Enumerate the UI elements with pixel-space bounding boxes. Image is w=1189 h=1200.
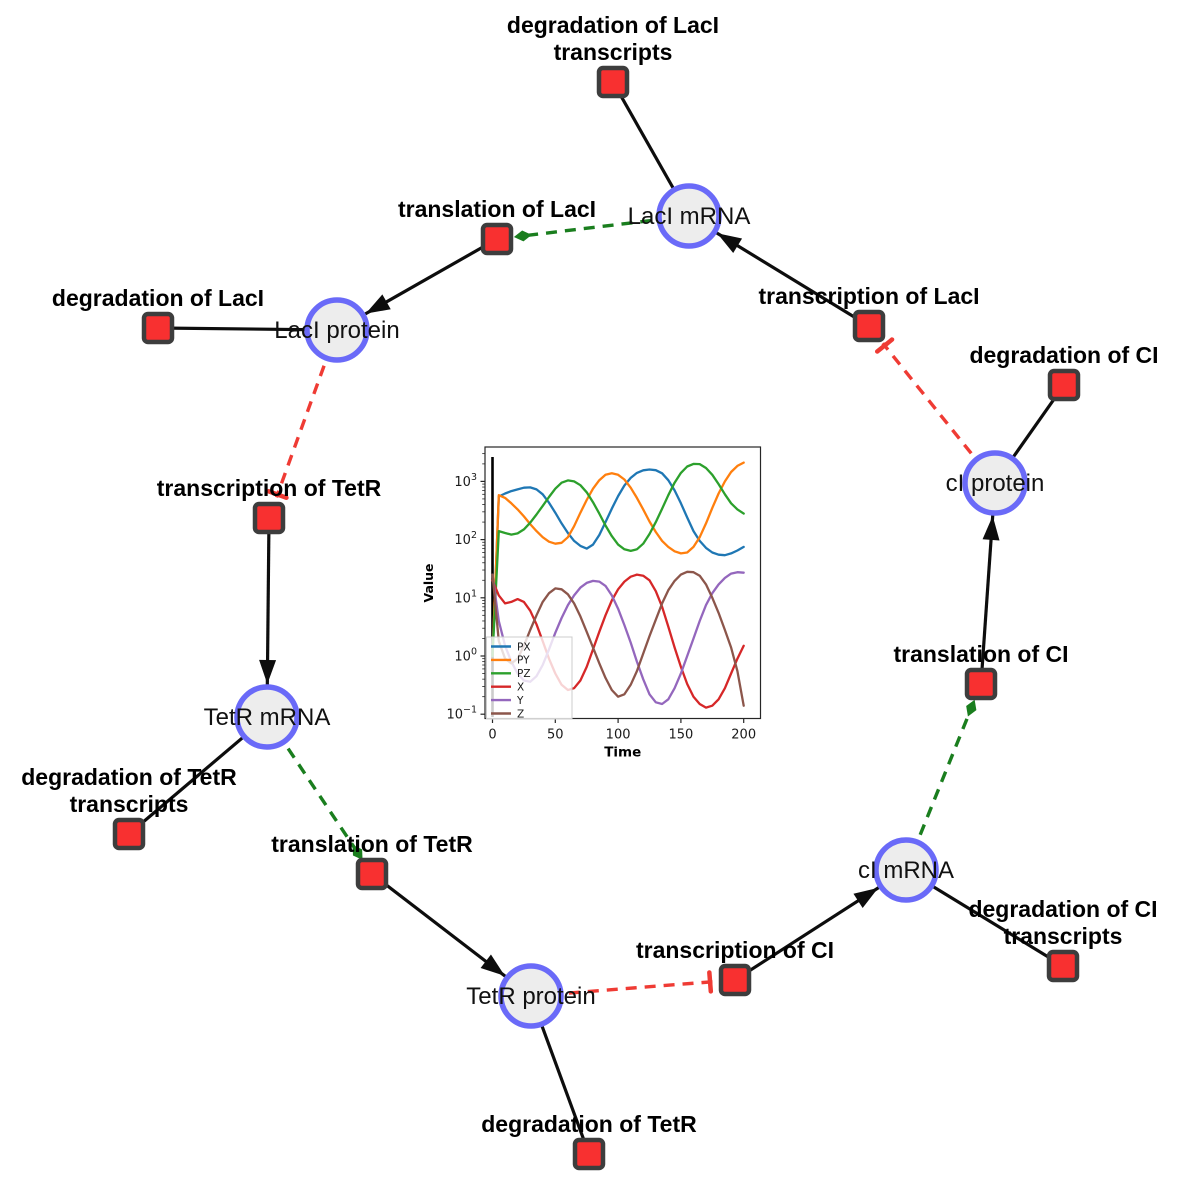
chart-legend-label-PZ: PZ bbox=[517, 668, 531, 680]
reaction-node-txn_laci bbox=[852, 309, 886, 343]
reaction-node-deg_laci bbox=[141, 311, 175, 345]
species-node-tetr_protein bbox=[498, 963, 564, 1029]
chart-y-tick-label: 10−1 bbox=[446, 705, 477, 723]
reaction-label-deg_laci_tx: transcripts bbox=[554, 39, 673, 65]
reaction-node-deg_laci_tx bbox=[596, 65, 630, 99]
chart-background bbox=[420, 434, 784, 766]
reaction-label-deg_ci: degradation of CI bbox=[969, 342, 1158, 368]
reaction-label-deg_laci: degradation of LacI bbox=[52, 285, 264, 311]
species-node-ci_mrna bbox=[873, 837, 939, 903]
chart-x-tick-label: 100 bbox=[606, 728, 631, 743]
production-arrowhead-tetr_mrna bbox=[259, 659, 277, 685]
reaction-label-deg_tetr: degradation of TetR bbox=[481, 1111, 697, 1137]
reaction-node-deg_tetr bbox=[572, 1137, 606, 1171]
reaction-label-txn_ci: transcription of CI bbox=[636, 937, 834, 963]
chart-x-tick-label: 0 bbox=[488, 728, 496, 743]
species-label-ci_protein: cI protein bbox=[946, 470, 1045, 497]
inhibition-tee-txn_laci bbox=[874, 337, 895, 354]
species-label-tetr_mrna: TetR mRNA bbox=[204, 704, 331, 731]
reaction-label-transl_tetr: translation of TetR bbox=[271, 831, 473, 857]
reaction-node-txn_ci bbox=[718, 963, 752, 997]
chart-legend-label-Z: Z bbox=[517, 708, 524, 720]
production-arrowhead-tetr_protein bbox=[480, 954, 505, 976]
reaction-label-txn_laci: transcription of LacI bbox=[758, 283, 979, 309]
reaction-node-deg_tetr_tx bbox=[112, 817, 146, 851]
edge-inhibition-tetr_protein-txn_ci bbox=[530, 980, 714, 998]
species-label-laci_mrna: LacI mRNA bbox=[628, 203, 751, 230]
chart-x-tick-label: 200 bbox=[731, 728, 756, 743]
chart-legend-label-X: X bbox=[517, 682, 524, 694]
chart-legend-label-PY: PY bbox=[517, 655, 530, 667]
chart-y-tick-label: 102 bbox=[454, 530, 477, 548]
labels-layer: LacI mRNA LacI protein cI protein TetR mRNA… bbox=[21, 12, 1158, 1137]
reaction-node-transl_laci bbox=[480, 222, 514, 256]
chart-y-tick-label: 100 bbox=[454, 647, 477, 665]
species-label-ci_mrna: cI mRNA bbox=[858, 857, 954, 884]
reaction-label-deg_ci_tx: degradation of CI bbox=[968, 896, 1157, 922]
reaction-node-txn_tetr bbox=[252, 501, 286, 535]
modifier-diamond-arrowhead-transl_laci bbox=[513, 230, 532, 242]
modifier-diamond-arrowhead-transl_ci bbox=[966, 699, 977, 717]
reaction-node-transl_ci bbox=[964, 667, 998, 701]
reaction-label-deg_tetr_tx: degradation of TetR bbox=[21, 764, 237, 790]
chart-x-tick-label: 50 bbox=[547, 728, 564, 743]
production-arrowhead-ci_mrna bbox=[853, 887, 879, 908]
chart-axes-box bbox=[484, 446, 762, 720]
chart-x-tick-label: 150 bbox=[668, 728, 693, 743]
chart-ylabel: Value bbox=[421, 563, 436, 602]
reaction-label-deg_laci_tx: degradation of LacI bbox=[507, 12, 719, 38]
chart-y-tick-label: 101 bbox=[454, 588, 477, 606]
modifier-diamond-arrowhead-transl_tetr bbox=[352, 844, 363, 860]
reaction-label-deg_tetr_tx: transcripts bbox=[70, 791, 189, 817]
chart-xlabel: Time bbox=[604, 745, 641, 761]
species-node-laci_protein bbox=[304, 297, 370, 363]
reaction-label-transl_ci: translation of CI bbox=[893, 641, 1068, 667]
inhibition-tee-txn_ci bbox=[707, 970, 714, 994]
species-node-laci_mrna bbox=[656, 183, 722, 249]
inhibition-tee-txn_tetr bbox=[266, 489, 289, 500]
chart-legend-label-Y: Y bbox=[516, 695, 524, 707]
chart-series-PX bbox=[491, 468, 745, 658]
production-arrowhead-ci_protein bbox=[982, 515, 1000, 541]
chart-y-tick-label: 103 bbox=[454, 472, 477, 490]
chart-series-Z bbox=[491, 570, 745, 707]
reaction-label-transl_laci: translation of LacI bbox=[398, 196, 596, 222]
reaction-label-deg_ci_tx: transcripts bbox=[1004, 923, 1123, 949]
reaction-label-txn_tetr: transcription of TetR bbox=[157, 475, 382, 501]
production-arrowhead-laci_protein bbox=[365, 294, 391, 314]
production-arrowhead-laci_mrna bbox=[717, 233, 743, 253]
chart-series-PZ bbox=[491, 462, 745, 658]
nodes-layer bbox=[112, 65, 1081, 1171]
species-node-tetr_mrna bbox=[234, 684, 300, 750]
species-label-tetr_protein: TetR protein bbox=[466, 983, 595, 1010]
time-series-plot: 0 50 100 150 20010−1100101102103TimeValuePXP… bbox=[420, 434, 784, 766]
species-node-ci_protein bbox=[962, 450, 1028, 516]
chart-legend-label-PX: PX bbox=[517, 641, 531, 653]
chart-legend-box bbox=[486, 636, 573, 720]
reaction-node-transl_tetr bbox=[355, 857, 389, 891]
reaction-node-deg_ci_tx bbox=[1046, 949, 1080, 983]
species-label-laci_protein: LacI protein bbox=[274, 317, 399, 344]
reaction-node-deg_ci bbox=[1047, 368, 1081, 402]
chart-series-PY bbox=[491, 461, 745, 658]
